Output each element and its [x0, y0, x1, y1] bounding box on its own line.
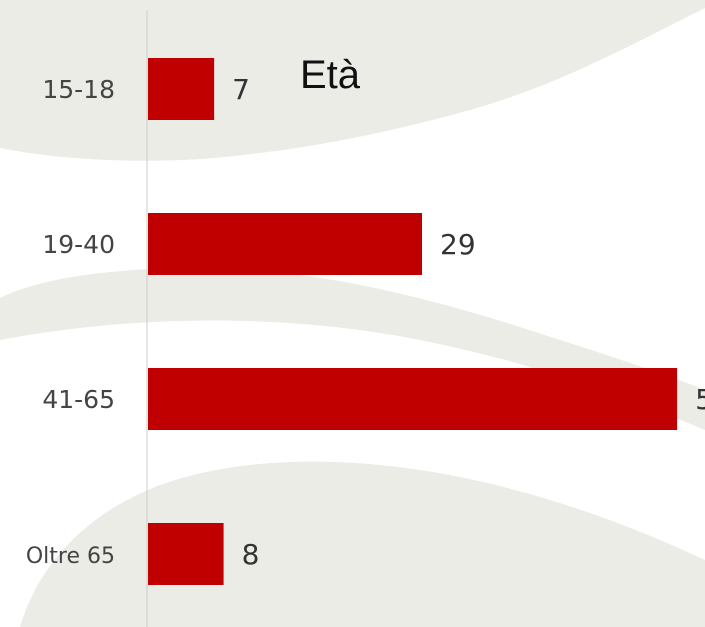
- category-label-3: Oltre 65: [26, 544, 115, 569]
- value-label-1: 29: [440, 228, 476, 261]
- value-label-2: 56: [695, 383, 705, 416]
- bar-1: [148, 213, 422, 275]
- value-label-0: 7: [232, 73, 250, 106]
- chart-title: Età: [300, 53, 361, 97]
- bar-0: [148, 58, 215, 120]
- value-labels-group: 7 29 56 8: [232, 73, 705, 571]
- background-wave-bottom: [0, 268, 705, 627]
- category-labels-group: 15-18 19-40 41-65 Oltre 65: [26, 75, 115, 569]
- bar-3: [148, 523, 224, 585]
- bar-2: [148, 368, 678, 430]
- category-label-0: 15-18: [42, 75, 115, 104]
- bars-group: [148, 58, 678, 585]
- background-wave-top: [0, 0, 705, 161]
- category-label-1: 19-40: [42, 230, 115, 259]
- category-label-2: 41-65: [42, 385, 115, 414]
- value-label-3: 8: [242, 538, 260, 571]
